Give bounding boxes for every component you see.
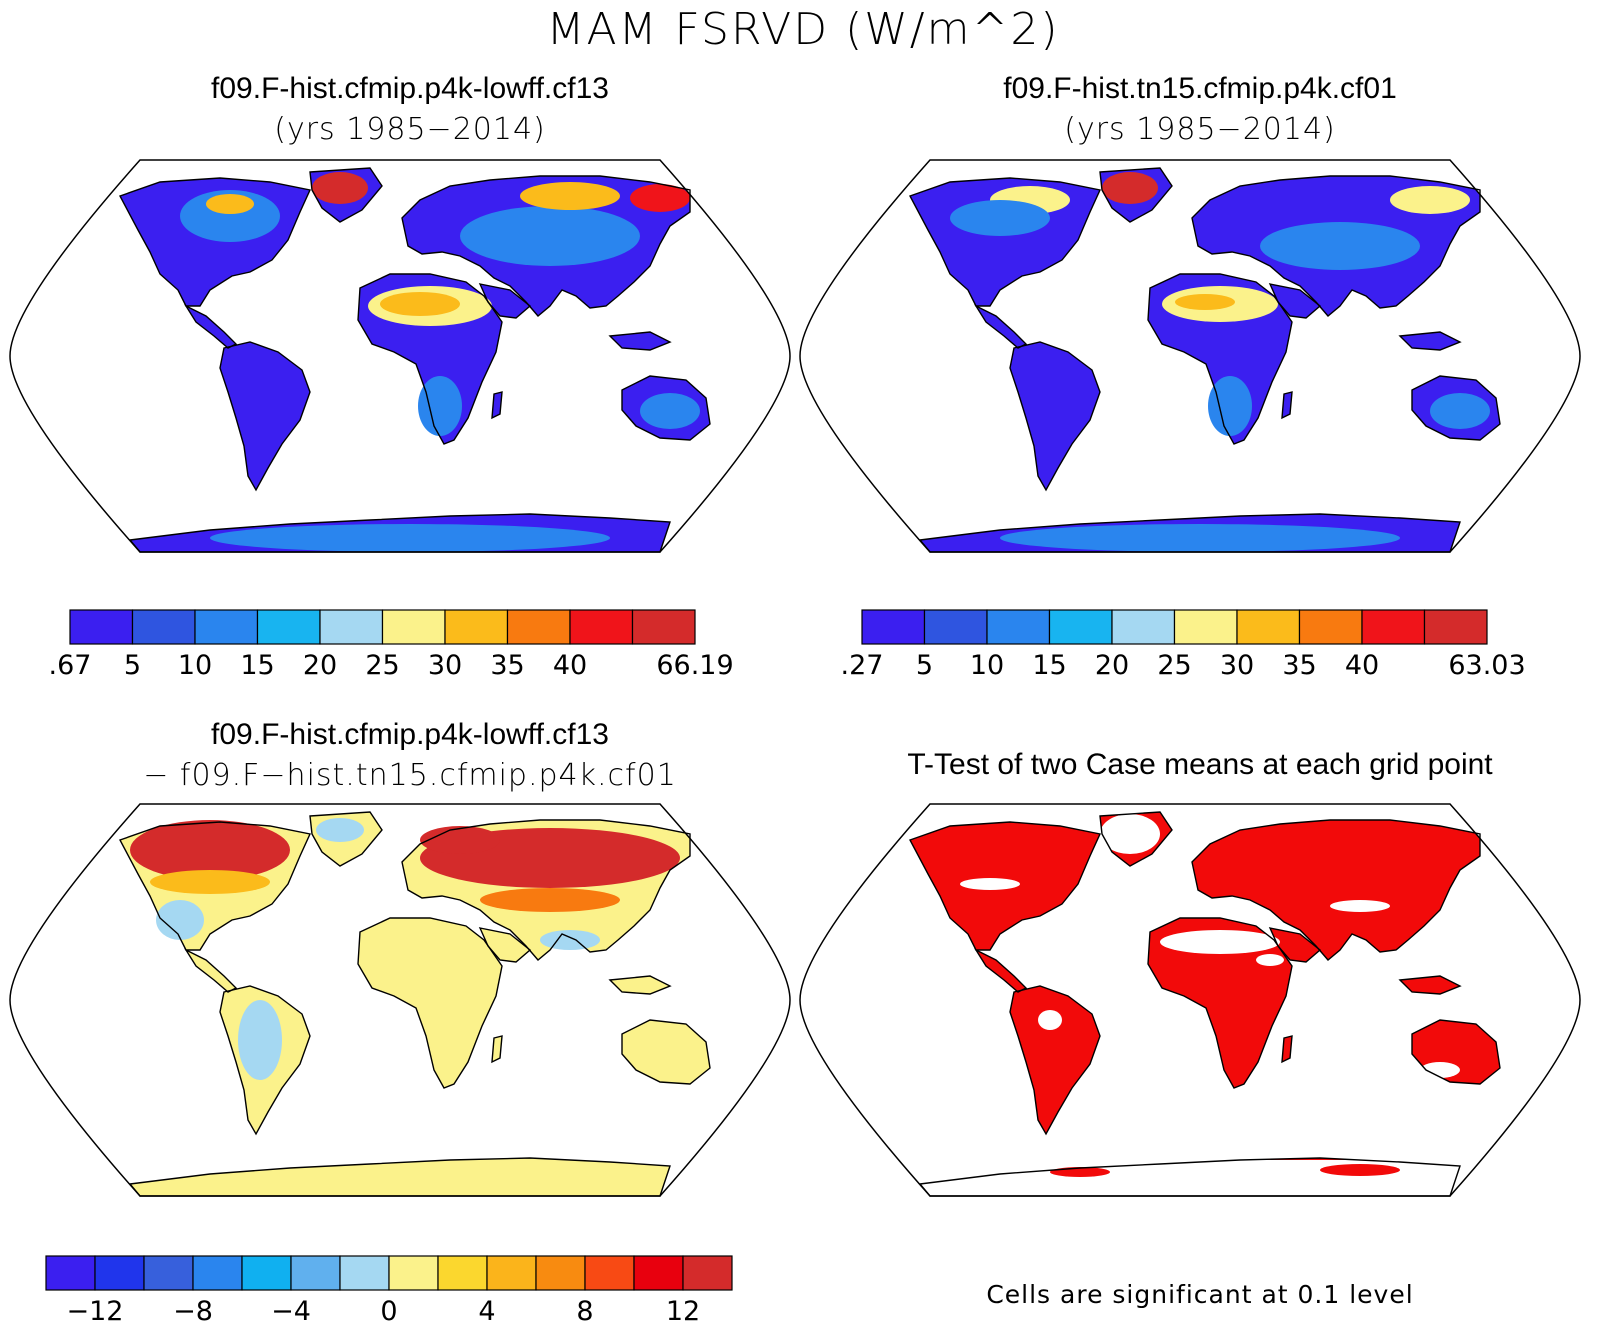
colorbar-tick-label: 15 xyxy=(240,650,274,681)
colorbar-tick-label: 25 xyxy=(365,650,399,681)
diff-map xyxy=(9,803,791,1197)
colorbar-swatch xyxy=(535,1255,586,1291)
colorbar-swatch xyxy=(131,609,196,645)
case1-map xyxy=(9,159,791,553)
case1-years: (yrs 1985−2014) xyxy=(274,112,546,147)
colorbar-swatch xyxy=(94,1255,145,1291)
colorbar-swatch xyxy=(381,609,446,645)
colorbar-swatch xyxy=(1423,609,1488,645)
colorbar-swatch xyxy=(256,609,321,645)
colorbar-tick-label: 8 xyxy=(576,1296,593,1327)
colorbar-swatch xyxy=(1298,609,1363,645)
colorbar-swatch xyxy=(633,1255,684,1291)
colorbar-tick-label: 20 xyxy=(303,650,337,681)
diff-title: f09.F-hist.cfmip.p4k-lowff.cf13 xyxy=(211,718,609,751)
colorbar-tick-label: −12 xyxy=(67,1296,124,1327)
colorbar-tick-label: 0 xyxy=(380,1296,397,1327)
colorbar-tick-label: 25 xyxy=(1157,650,1191,681)
map-frame xyxy=(799,159,1581,553)
colorbar-swatch xyxy=(1361,609,1426,645)
colorbar-swatch xyxy=(339,1255,390,1291)
colorbar-swatch xyxy=(45,1255,96,1291)
colorbar-tick-label: 5 xyxy=(124,650,141,681)
diff-colorbar: −12 −8 −4 0 4 8 12 xyxy=(45,1255,733,1327)
colorbar-swatch xyxy=(290,1255,341,1291)
ttest-map xyxy=(799,803,1581,1197)
case1-title: f09.F-hist.cfmip.p4k-lowff.cf13 xyxy=(211,72,609,105)
colorbar-swatch xyxy=(584,1255,635,1291)
colorbar-swatch xyxy=(192,1255,243,1291)
colorbar-tick-label: 10 xyxy=(970,650,1004,681)
case2-title: f09.F-hist.tn15.cfmip.p4k.cf01 xyxy=(1003,72,1397,105)
colorbar-swatch xyxy=(69,609,134,645)
colorbar-swatch xyxy=(1048,609,1113,645)
ttest-title: T-Test of two Case means at each grid po… xyxy=(907,748,1493,781)
colorbar-tick-label: 10 xyxy=(178,650,212,681)
colorbar-tick-label: .67 xyxy=(49,650,92,681)
figure-title: MAM FSRVD (W/m^2) xyxy=(546,4,1060,55)
colorbar-tick-label: .27 xyxy=(841,650,884,681)
map-frame xyxy=(9,159,791,553)
case1-colorbar: .67 5 10 15 20 25 30 35 40 66.19 xyxy=(49,609,734,681)
colorbar-tick-label: 5 xyxy=(916,650,933,681)
map-frame xyxy=(9,803,791,1197)
colorbar-swatch xyxy=(1111,609,1176,645)
map-frame xyxy=(799,803,1581,1197)
colorbar-swatch xyxy=(437,1255,488,1291)
colorbar-swatch xyxy=(986,609,1051,645)
colorbar-swatch xyxy=(682,1255,733,1291)
colorbar-tick-label: 20 xyxy=(1095,650,1129,681)
colorbar-tick-label: 40 xyxy=(553,650,587,681)
colorbar-swatch xyxy=(506,609,571,645)
colorbar-swatch xyxy=(444,609,509,645)
case2-years: (yrs 1985−2014) xyxy=(1064,112,1336,147)
colorbar-tick-label: 66.19 xyxy=(656,650,733,681)
colorbar-tick-label: 15 xyxy=(1032,650,1066,681)
colorbar-swatch xyxy=(1236,609,1301,645)
colorbar-tick-label: 4 xyxy=(478,1296,495,1327)
case2-colorbar: .27 5 10 15 20 25 30 35 40 63.03 xyxy=(841,609,1526,681)
colorbar-tick-label: 30 xyxy=(1220,650,1254,681)
colorbar-swatch xyxy=(569,609,634,645)
case2-map xyxy=(799,159,1581,553)
colorbar-tick-label: 12 xyxy=(666,1296,700,1327)
colorbar-tick-label: −8 xyxy=(173,1296,213,1327)
colorbar-tick-label: 35 xyxy=(490,650,524,681)
colorbar-swatch xyxy=(631,609,696,645)
colorbar-swatch xyxy=(486,1255,537,1291)
colorbar-swatch xyxy=(143,1255,194,1291)
significance-note: Cells are significant at 0.1 level xyxy=(986,1280,1414,1309)
colorbar-tick-label: 30 xyxy=(428,650,462,681)
colorbar-swatch xyxy=(861,609,926,645)
colorbar-swatch xyxy=(923,609,988,645)
colorbar-swatch xyxy=(319,609,384,645)
colorbar-tick-label: −4 xyxy=(271,1296,311,1327)
colorbar-tick-label: 63.03 xyxy=(1448,650,1525,681)
colorbar-swatch xyxy=(388,1255,439,1291)
colorbar-swatch xyxy=(241,1255,292,1291)
colorbar-tick-label: 35 xyxy=(1282,650,1316,681)
diff-subtitle: − f09.F−hist.tn15.cfmip.p4k.cf01 xyxy=(143,758,677,793)
colorbar-swatch xyxy=(1173,609,1238,645)
colorbar-tick-label: 40 xyxy=(1345,650,1379,681)
colorbar-swatch xyxy=(194,609,259,645)
